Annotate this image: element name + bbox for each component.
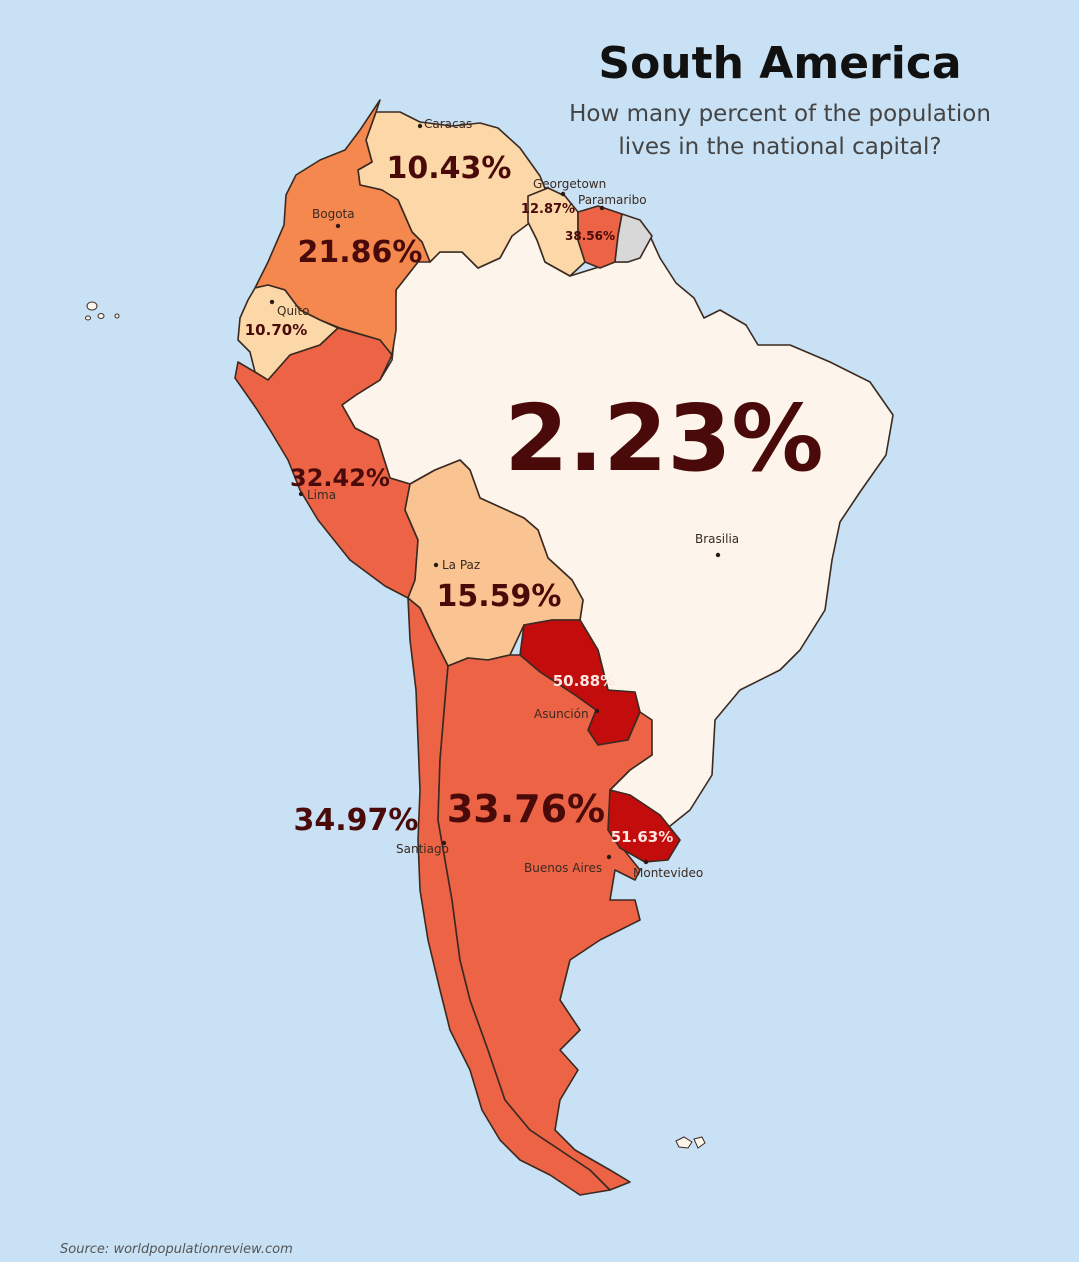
capital-label-asuncion: Asunción: [534, 707, 589, 721]
percent-label-bolivia: 15.59%: [437, 579, 562, 614]
capital-label-buenos-aires: Buenos Aires: [524, 861, 602, 875]
percent-label-uruguay: 51.63%: [611, 828, 673, 846]
capital-dot-caracas: [417, 123, 423, 129]
subtitle-line-2: lives in the national capital?: [618, 134, 942, 160]
capital-label-brasilia: Brasilia: [695, 532, 739, 546]
country-argentina[interactable]: [437, 654, 653, 1191]
capital-dot-paramaribo: [599, 205, 605, 211]
capital-dot-montevideo: [643, 859, 649, 865]
country-uruguay[interactable]: [607, 789, 681, 863]
capital-dot-georgetown: [560, 191, 566, 197]
subtitle-line-1: How many percent of the population: [569, 101, 991, 127]
capital-label-georgetown: Georgetown: [533, 177, 606, 191]
capital-label-quito: Quito: [277, 304, 309, 318]
capital-markers: [269, 123, 721, 865]
galapagos-islands: [85, 301, 120, 321]
percent-label-peru: 32.42%: [290, 464, 390, 492]
falkland-islands: [675, 1136, 706, 1149]
capital-dot-santiago: [441, 840, 447, 846]
capital-dot-brasilia: [715, 552, 721, 558]
map-title: South America: [598, 38, 962, 89]
percent-label-chile: 34.97%: [294, 803, 419, 838]
capital-label-la-paz: La Paz: [442, 558, 480, 572]
capital-dot-la-paz: [433, 562, 439, 568]
capital-label-caracas: Caracas: [424, 117, 472, 131]
percent-label-suriname: 38.56%: [565, 229, 615, 243]
percent-labels: 2.23% 10.43% 21.86% 10.70% 12.87% 38.56%…: [245, 151, 824, 846]
percent-label-venezuela: 10.43%: [387, 151, 512, 186]
percent-label-brazil: 2.23%: [504, 385, 823, 492]
capital-dot-quito: [269, 299, 275, 305]
capital-label-lima: Lima: [307, 488, 336, 502]
capital-dot-buenos-aires: [606, 854, 612, 860]
percent-label-colombia: 21.86%: [298, 235, 423, 270]
country-french-guiana[interactable]: [614, 213, 653, 263]
capital-label-paramaribo: Paramaribo: [578, 193, 647, 207]
capital-label-montevideo: Montevideo: [633, 866, 703, 880]
percent-label-argentina: 33.76%: [447, 787, 605, 831]
capital-dot-asuncion: [594, 708, 600, 714]
countries-layer: [234, 99, 894, 1196]
percent-label-guyana: 12.87%: [521, 202, 575, 217]
capital-dot-lima: [298, 491, 304, 497]
capital-dot-bogota: [335, 223, 341, 229]
percent-label-ecuador: 10.70%: [245, 321, 307, 339]
capital-labels: Caracas Bogota Quito Georgetown Paramari…: [277, 117, 739, 880]
capital-label-santiago: Santiago: [396, 842, 449, 856]
percent-label-paraguay: 50.88%: [553, 672, 615, 690]
map-subtitle: How many percent of the population lives…: [550, 98, 1010, 164]
source-note: Source: worldpopulationreview.com: [60, 1242, 293, 1257]
capital-label-bogota: Bogota: [312, 207, 355, 221]
